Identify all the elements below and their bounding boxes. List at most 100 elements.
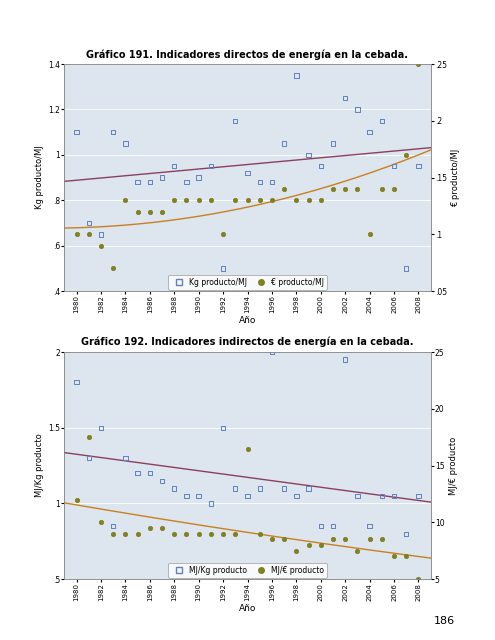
Point	[121, 195, 129, 205]
Point	[256, 177, 264, 188]
Point	[366, 534, 374, 545]
Point	[121, 138, 129, 148]
Point	[268, 195, 276, 205]
Point	[134, 177, 142, 188]
Text: Gráfico 191. Indicadores directos de energía en la cebada.: Gráfico 191. Indicadores directos de ene…	[87, 50, 408, 60]
Point	[231, 529, 239, 539]
Point	[170, 483, 178, 493]
Point	[366, 229, 374, 239]
Point	[414, 574, 422, 584]
Point	[170, 161, 178, 172]
Point	[207, 499, 215, 509]
Point	[378, 116, 386, 126]
Point	[317, 540, 325, 550]
Point	[85, 218, 93, 228]
Point	[390, 491, 398, 501]
Point	[146, 468, 154, 478]
Point	[329, 534, 337, 545]
Point	[341, 184, 349, 194]
Point	[97, 422, 105, 433]
Point	[195, 195, 202, 205]
Point	[244, 195, 251, 205]
Point	[268, 177, 276, 188]
Point	[158, 172, 166, 183]
Point	[109, 264, 117, 274]
Y-axis label: € producto/MJ: € producto/MJ	[451, 148, 460, 207]
Point	[256, 529, 264, 539]
Point	[231, 483, 239, 493]
Point	[390, 551, 398, 562]
Point	[219, 264, 227, 274]
Point	[121, 529, 129, 539]
Y-axis label: Kg producto/MJ: Kg producto/MJ	[35, 146, 44, 209]
Point	[146, 177, 154, 188]
Point	[195, 172, 202, 183]
Point	[170, 529, 178, 539]
Point	[134, 468, 142, 478]
Point	[134, 529, 142, 539]
Point	[353, 546, 361, 556]
Point	[280, 534, 288, 545]
Point	[329, 184, 337, 194]
Point	[304, 195, 312, 205]
Point	[329, 138, 337, 148]
Point	[73, 377, 81, 387]
Point	[280, 483, 288, 493]
Point	[268, 347, 276, 357]
Point	[402, 551, 410, 562]
Point	[414, 161, 422, 172]
Point	[341, 93, 349, 103]
Point	[366, 521, 374, 531]
Point	[402, 150, 410, 160]
X-axis label: Año: Año	[239, 316, 256, 325]
Point	[109, 127, 117, 137]
Point	[378, 184, 386, 194]
Point	[231, 195, 239, 205]
Point	[134, 207, 142, 217]
Point	[97, 517, 105, 527]
Point	[158, 476, 166, 486]
Point	[183, 177, 191, 188]
Point	[244, 168, 251, 178]
Point	[366, 127, 374, 137]
Point	[85, 229, 93, 239]
Legend: MJ/Kg producto, MJ/€ producto: MJ/Kg producto, MJ/€ producto	[168, 563, 327, 578]
Point	[85, 453, 93, 463]
Point	[219, 529, 227, 539]
Point	[170, 195, 178, 205]
Point	[293, 546, 300, 556]
Point	[304, 540, 312, 550]
Point	[402, 264, 410, 274]
Point	[146, 523, 154, 533]
Point	[353, 491, 361, 501]
Point	[73, 229, 81, 239]
Point	[256, 483, 264, 493]
Point	[268, 534, 276, 545]
Point	[183, 491, 191, 501]
Point	[317, 521, 325, 531]
Point	[329, 521, 337, 531]
Point	[390, 184, 398, 194]
Point	[402, 529, 410, 539]
Point	[244, 444, 251, 454]
Point	[73, 495, 81, 505]
Point	[158, 207, 166, 217]
Y-axis label: MJ/€ producto: MJ/€ producto	[448, 436, 457, 495]
Point	[414, 491, 422, 501]
Point	[183, 195, 191, 205]
Point	[317, 195, 325, 205]
Y-axis label: MJ/Kg producto: MJ/Kg producto	[35, 434, 44, 497]
Point	[293, 195, 300, 205]
Point	[256, 195, 264, 205]
Text: Gráfico 192. Indicadores indirectos de energía en la cebada.: Gráfico 192. Indicadores indirectos de e…	[81, 337, 414, 347]
Legend: Kg producto/MJ, € producto/MJ: Kg producto/MJ, € producto/MJ	[168, 275, 327, 290]
Point	[280, 184, 288, 194]
Point	[158, 523, 166, 533]
Point	[97, 229, 105, 239]
Point	[207, 195, 215, 205]
Point	[73, 127, 81, 137]
Point	[317, 161, 325, 172]
Point	[146, 207, 154, 217]
Point	[390, 161, 398, 172]
Point	[293, 491, 300, 501]
